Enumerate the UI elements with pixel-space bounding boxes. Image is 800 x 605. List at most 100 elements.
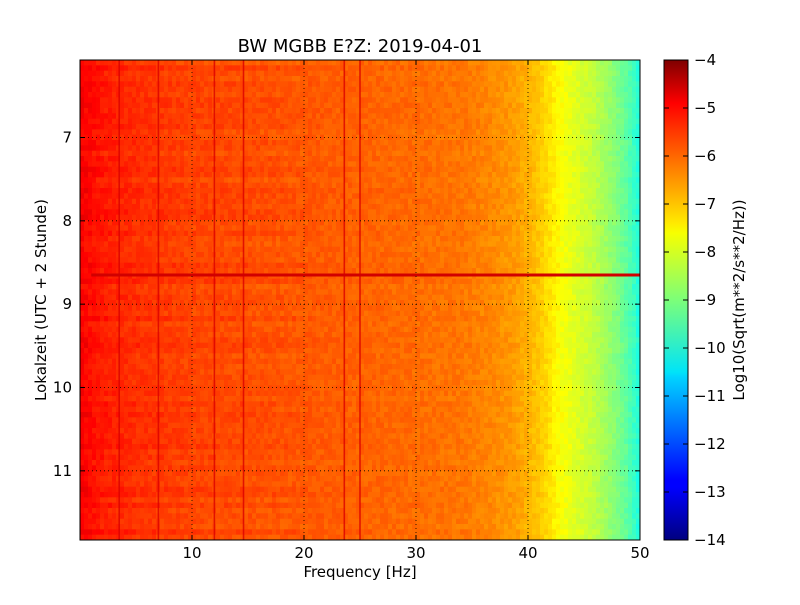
- heatmap-cell: [288, 433, 293, 440]
- heatmap-cell: [136, 204, 141, 210]
- heatmap-cell: [272, 358, 277, 365]
- heatmap-cell: [168, 268, 173, 274]
- heatmap-cell: [260, 268, 265, 274]
- heatmap-cell: [236, 209, 241, 216]
- heatmap-cell: [84, 188, 89, 194]
- heatmap-cell: [140, 209, 145, 216]
- heatmap-cell: [148, 369, 153, 376]
- heatmap-cell: [260, 497, 265, 504]
- heatmap-cell: [244, 422, 249, 429]
- heatmap-cell: [108, 113, 113, 120]
- heatmap-cell: [208, 513, 213, 520]
- heatmap-cell: [264, 300, 269, 306]
- heatmap-cell: [224, 332, 229, 338]
- heatmap-cell: [264, 150, 269, 157]
- heatmap-cell: [172, 342, 177, 349]
- heatmap-cell: [196, 518, 201, 525]
- heatmap-cell: [124, 60, 129, 66]
- heatmap-cell: [144, 348, 149, 354]
- heatmap-cell: [184, 518, 189, 525]
- heatmap-cell: [264, 92, 269, 98]
- heatmap-cell: [148, 465, 153, 472]
- heatmap-cell: [96, 332, 101, 338]
- heatmap-cell: [160, 76, 165, 82]
- heatmap-cell: [128, 534, 133, 540]
- heatmap-cell: [248, 518, 253, 525]
- heatmap-cell: [176, 166, 181, 173]
- heatmap-cell: [160, 220, 165, 226]
- heatmap-cell: [104, 209, 109, 216]
- heatmap-cell: [216, 369, 221, 376]
- heatmap-cell: [184, 481, 189, 488]
- heatmap-cell: [84, 172, 89, 178]
- heatmap-cell: [260, 236, 265, 242]
- heatmap-cell: [200, 454, 205, 461]
- heatmap-cell: [288, 204, 293, 210]
- heatmap-cell: [204, 150, 209, 157]
- heatmap-cell: [168, 113, 173, 120]
- heatmap-cell: [172, 289, 177, 296]
- heatmap-cell: [244, 529, 249, 536]
- heatmap-cell: [236, 316, 241, 322]
- heatmap-cell: [268, 102, 273, 109]
- heatmap-cell: [300, 252, 305, 258]
- heatmap-cell: [120, 364, 125, 370]
- heatmap-cell: [120, 449, 125, 456]
- heatmap-cell: [236, 369, 241, 376]
- heatmap-cell: [184, 76, 189, 82]
- heatmap-cell: [152, 92, 157, 98]
- heatmap-cell: [108, 193, 113, 200]
- heatmap-cell: [296, 177, 301, 184]
- heatmap-cell: [100, 172, 105, 178]
- heatmap-cell: [252, 294, 257, 301]
- heatmap-cell: [144, 374, 149, 381]
- heatmap-cell: [204, 108, 209, 114]
- heatmap-cell: [148, 166, 153, 173]
- heatmap-cell: [208, 209, 213, 216]
- heatmap-cell: [228, 353, 233, 360]
- heatmap-cell: [300, 161, 305, 168]
- heatmap-cell: [264, 252, 269, 258]
- heatmap-cell: [256, 396, 261, 402]
- heatmap-cell: [256, 529, 261, 536]
- heatmap-cell: [240, 97, 245, 104]
- heatmap-cell: [132, 220, 137, 226]
- heatmap-cell: [280, 438, 285, 445]
- heatmap-cell: [248, 422, 253, 429]
- heatmap-cell: [252, 86, 257, 93]
- heatmap-cell: [200, 300, 205, 306]
- heatmap-cell: [136, 508, 141, 514]
- heatmap-cell: [108, 289, 113, 296]
- heatmap-cell: [176, 460, 181, 466]
- heatmap-cell: [120, 470, 125, 477]
- heatmap-cell: [104, 156, 109, 162]
- heatmap-cell: [200, 508, 205, 514]
- heatmap-cell: [100, 193, 105, 200]
- heatmap-cell: [204, 161, 209, 168]
- heatmap-cell: [244, 321, 249, 328]
- heatmap-cell: [132, 454, 137, 461]
- heatmap-cell: [268, 294, 273, 301]
- heatmap-cell: [128, 284, 133, 290]
- heatmap-cell: [280, 374, 285, 381]
- heatmap-cell: [104, 396, 109, 402]
- heatmap-cell: [136, 92, 141, 98]
- heatmap-cell: [256, 342, 261, 349]
- heatmap-cell: [272, 385, 277, 392]
- heatmap-cell: [216, 108, 221, 114]
- heatmap-cell: [220, 348, 225, 354]
- heatmap-cell: [96, 97, 101, 104]
- heatmap-cell: [272, 422, 277, 429]
- heatmap-cell: [220, 465, 225, 472]
- heatmap-cell: [152, 385, 157, 392]
- heatmap-cell: [232, 497, 237, 504]
- heatmap-cell: [176, 150, 181, 157]
- heatmap-cell: [224, 428, 229, 434]
- heatmap-cell: [92, 492, 97, 498]
- heatmap-cell: [148, 225, 153, 232]
- heatmap-cell: [300, 294, 305, 301]
- heatmap-cell: [172, 134, 177, 141]
- heatmap-cell: [220, 508, 225, 514]
- heatmap-cell: [240, 166, 245, 173]
- heatmap-cell: [152, 342, 157, 349]
